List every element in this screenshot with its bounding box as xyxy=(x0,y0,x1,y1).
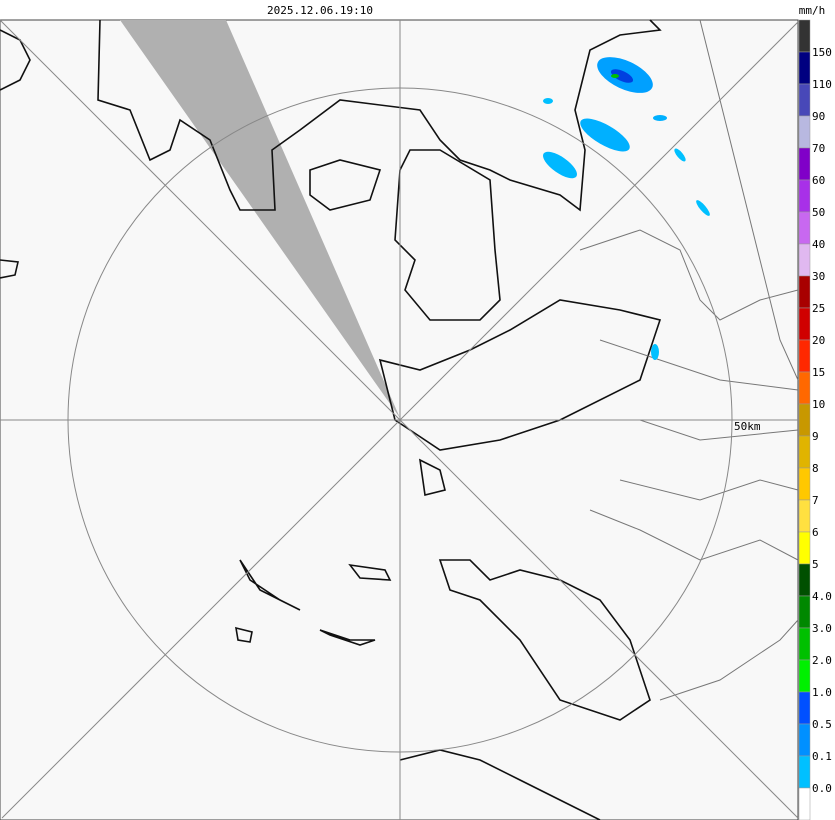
blocked-sector xyxy=(120,20,400,418)
legend-swatch xyxy=(798,115,811,149)
range-guides xyxy=(0,19,799,820)
legend-swatch xyxy=(798,83,811,117)
legend-label: 6 xyxy=(812,526,819,539)
legend-label: 0.5 xyxy=(812,718,832,731)
coastlines xyxy=(0,19,662,820)
legend-swatch xyxy=(798,435,811,469)
echo xyxy=(674,148,686,162)
legend-label: 10 xyxy=(812,398,825,411)
legend-label: 90 xyxy=(812,110,825,123)
legend-swatch xyxy=(798,723,811,757)
legend-label: 40 xyxy=(812,238,825,251)
echo xyxy=(696,200,710,216)
legend-swatch xyxy=(798,659,811,693)
legend-label: 150 xyxy=(812,46,832,59)
legend-label: 0.1 xyxy=(812,750,832,763)
legend-label: 70 xyxy=(812,142,825,155)
unit: mm/h xyxy=(799,4,826,17)
legend-label: 30 xyxy=(812,270,825,283)
echo xyxy=(611,74,619,78)
echo xyxy=(653,115,667,121)
legend-label: 7 xyxy=(812,494,819,507)
legend-swatch xyxy=(798,243,811,277)
echo xyxy=(651,344,659,360)
legend-swatch xyxy=(798,179,811,213)
legend-swatch xyxy=(798,755,811,789)
legend-label: 4.0 xyxy=(812,590,832,603)
legend-label: 5 xyxy=(812,558,819,571)
legend-swatch xyxy=(798,563,811,597)
radar-echoes xyxy=(542,57,710,360)
legend-label: 110 xyxy=(812,78,832,91)
timestamp: 2025.12.06.19:10 xyxy=(267,4,373,17)
color-legend: 150 110 90 70 60 50 40 30 25 20 15 10 9 8 7 6 5 4.0 3.0 2.0… xyxy=(798,19,832,820)
legend-swatch xyxy=(798,627,811,661)
legend-swatch xyxy=(798,467,811,501)
legend-label: 50 xyxy=(812,206,825,219)
legend-label: 9 xyxy=(812,430,819,443)
legend-swatch xyxy=(798,339,811,373)
legend-swatch xyxy=(798,51,811,85)
legend-label: 15 xyxy=(812,366,825,379)
legend-label: 1.0 xyxy=(812,686,832,699)
legend-swatch xyxy=(798,531,811,565)
legend-swatch xyxy=(798,499,811,533)
legend-swatch xyxy=(798,787,811,820)
legend-label: 8 xyxy=(812,462,819,475)
legend-swatch xyxy=(798,691,811,725)
legend-label: 0.0 xyxy=(812,782,832,795)
echo xyxy=(580,118,630,152)
legend-swatch xyxy=(798,211,811,245)
legend-label: 3.0 xyxy=(812,622,832,635)
range-label: 50km xyxy=(734,420,761,433)
legend-label: 2.0 xyxy=(812,654,832,667)
legend-label: 20 xyxy=(812,334,825,347)
legend-swatch xyxy=(798,275,811,309)
legend-swatch xyxy=(798,307,811,341)
legend-swatch xyxy=(798,403,811,437)
legend-swatch xyxy=(798,595,811,629)
legend-label: 60 xyxy=(812,174,825,187)
echo xyxy=(543,98,553,104)
echo xyxy=(610,69,634,83)
borders xyxy=(560,19,799,701)
legend-swatch xyxy=(798,371,811,405)
legend-label: 25 xyxy=(812,302,825,315)
legend-swatch xyxy=(798,19,811,53)
map: 50km xyxy=(0,19,799,820)
echo xyxy=(542,151,578,179)
guide-line xyxy=(1,21,799,819)
legend-swatch xyxy=(798,147,811,181)
guide-line xyxy=(0,19,799,819)
